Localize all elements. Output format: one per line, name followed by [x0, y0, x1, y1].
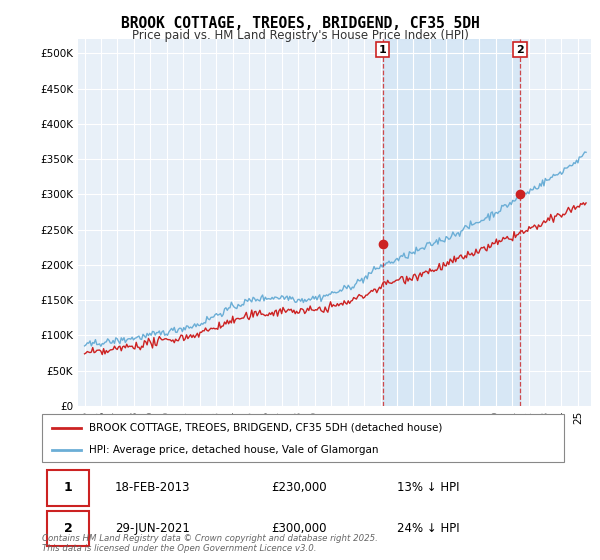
Text: 1: 1 — [379, 45, 386, 55]
Text: HPI: Average price, detached house, Vale of Glamorgan: HPI: Average price, detached house, Vale… — [89, 445, 379, 455]
Text: Price paid vs. HM Land Registry's House Price Index (HPI): Price paid vs. HM Land Registry's House … — [131, 29, 469, 42]
Bar — [383, 39, 520, 406]
Text: BROOK COTTAGE, TREOES, BRIDGEND, CF35 5DH: BROOK COTTAGE, TREOES, BRIDGEND, CF35 5D… — [121, 16, 479, 31]
Text: Contains HM Land Registry data © Crown copyright and database right 2025.
This d: Contains HM Land Registry data © Crown c… — [42, 534, 378, 553]
Text: 24% ↓ HPI: 24% ↓ HPI — [397, 522, 460, 535]
Text: 2: 2 — [516, 45, 524, 55]
Text: 18-FEB-2013: 18-FEB-2013 — [115, 482, 191, 494]
Text: 1: 1 — [64, 482, 73, 494]
Text: 2: 2 — [64, 522, 73, 535]
Text: £300,000: £300,000 — [272, 522, 327, 535]
Text: BROOK COTTAGE, TREOES, BRIDGEND, CF35 5DH (detached house): BROOK COTTAGE, TREOES, BRIDGEND, CF35 5D… — [89, 423, 442, 433]
FancyBboxPatch shape — [42, 414, 564, 462]
FancyBboxPatch shape — [47, 470, 89, 506]
Text: 13% ↓ HPI: 13% ↓ HPI — [397, 482, 460, 494]
Text: 29-JUN-2021: 29-JUN-2021 — [115, 522, 190, 535]
Text: £230,000: £230,000 — [272, 482, 328, 494]
FancyBboxPatch shape — [47, 511, 89, 547]
